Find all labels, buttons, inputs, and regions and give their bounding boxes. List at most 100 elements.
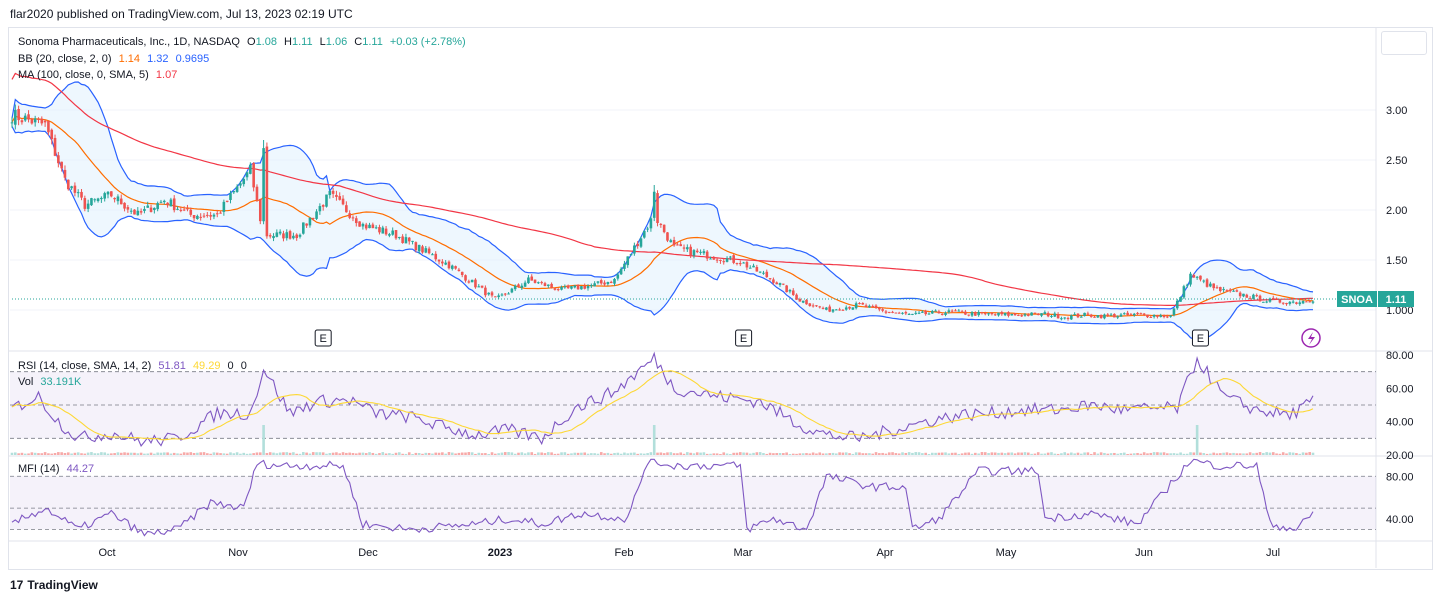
candle xyxy=(950,310,954,312)
candle xyxy=(1066,317,1070,319)
volume-bar xyxy=(40,453,44,455)
volume-bar xyxy=(1199,452,1202,455)
volume-bar xyxy=(537,452,540,455)
candle xyxy=(1189,273,1192,285)
candle xyxy=(553,288,557,290)
volume-bar xyxy=(676,453,679,455)
volume-bar xyxy=(705,453,709,455)
candle xyxy=(603,282,606,285)
volume-bar xyxy=(636,453,639,455)
candle xyxy=(229,193,232,200)
volume-bar xyxy=(331,452,335,455)
volume-bar xyxy=(219,453,222,455)
volume-bar xyxy=(454,453,457,455)
volume-bar xyxy=(484,453,487,455)
candle xyxy=(580,286,583,290)
volume-bar xyxy=(947,453,951,455)
time-tick-label: May xyxy=(996,547,1017,559)
candle xyxy=(106,191,110,195)
volume-bar xyxy=(510,452,514,455)
candle xyxy=(821,307,825,309)
volume-bar xyxy=(427,452,431,455)
candle xyxy=(1139,313,1143,315)
volume-bar xyxy=(603,453,606,455)
mfi-tick-label: 40.00 xyxy=(1386,514,1414,526)
volume-bar xyxy=(113,453,116,455)
candle xyxy=(119,198,123,205)
candle xyxy=(593,283,596,287)
bb-basis-line xyxy=(11,115,1314,317)
candle xyxy=(738,263,742,265)
lightning-icon xyxy=(1301,328,1321,348)
candle xyxy=(742,262,745,264)
candle xyxy=(987,313,990,315)
volume-bar xyxy=(106,453,110,455)
volume-bar xyxy=(1271,452,1275,455)
volume-bar xyxy=(811,452,815,455)
volume-bar xyxy=(1079,453,1083,455)
candle xyxy=(454,266,457,269)
volume-bar xyxy=(765,453,769,455)
volume-bar xyxy=(103,452,106,455)
candle xyxy=(669,240,673,243)
candle xyxy=(729,256,732,258)
candle xyxy=(126,207,130,210)
candle xyxy=(546,284,550,286)
volume-bar xyxy=(520,452,524,455)
volume-bar xyxy=(560,452,563,455)
tradingview-footer[interactable]: 17 TradingView xyxy=(10,578,98,592)
candle xyxy=(1255,295,1259,297)
rsi-tick-label: 20.00 xyxy=(1386,450,1414,462)
volume-bar xyxy=(825,453,828,455)
candle xyxy=(520,285,524,288)
candle xyxy=(368,224,371,229)
settings-button[interactable] xyxy=(1381,31,1427,55)
candle xyxy=(1083,312,1086,317)
candle xyxy=(795,294,798,300)
volume-bar xyxy=(907,452,911,455)
candle xyxy=(447,261,451,269)
candle xyxy=(139,211,143,213)
candle xyxy=(573,285,577,288)
candle xyxy=(388,234,391,236)
volume-bar xyxy=(63,453,67,455)
candle xyxy=(1182,286,1186,298)
candle xyxy=(83,198,87,209)
candle xyxy=(318,206,322,212)
candle xyxy=(371,224,375,229)
volume-bar xyxy=(745,452,749,455)
bb-name: BB (20, close, 2, 0) xyxy=(18,53,112,65)
volume-bar xyxy=(146,453,150,455)
ticker-symbol-box xyxy=(1337,291,1377,307)
volume-bar xyxy=(897,453,901,455)
candle xyxy=(421,246,424,253)
candle xyxy=(129,210,133,212)
candle xyxy=(1288,301,1292,304)
volume-bar xyxy=(368,452,371,455)
candle xyxy=(755,267,759,272)
candle xyxy=(156,203,159,210)
candle xyxy=(37,119,40,121)
candle xyxy=(43,120,47,123)
volume-bar xyxy=(1268,452,1272,455)
candle xyxy=(239,183,242,186)
volume-bar xyxy=(934,452,937,455)
candle xyxy=(73,185,77,193)
volume-bar xyxy=(490,452,494,455)
volume-bar xyxy=(17,453,20,455)
volume-bar xyxy=(1106,453,1110,455)
candle xyxy=(457,269,461,272)
volume-bar xyxy=(748,453,752,455)
chart-frame xyxy=(8,27,1433,570)
volume-bar xyxy=(821,453,825,455)
volume-bar xyxy=(970,453,974,455)
candle xyxy=(407,237,411,242)
candle xyxy=(1162,315,1166,317)
candle xyxy=(782,283,785,285)
volume-bar xyxy=(182,452,186,455)
candle xyxy=(828,306,831,312)
candle xyxy=(686,247,689,250)
candle xyxy=(17,109,20,121)
price-tick-label: 3.00 xyxy=(1386,105,1407,117)
